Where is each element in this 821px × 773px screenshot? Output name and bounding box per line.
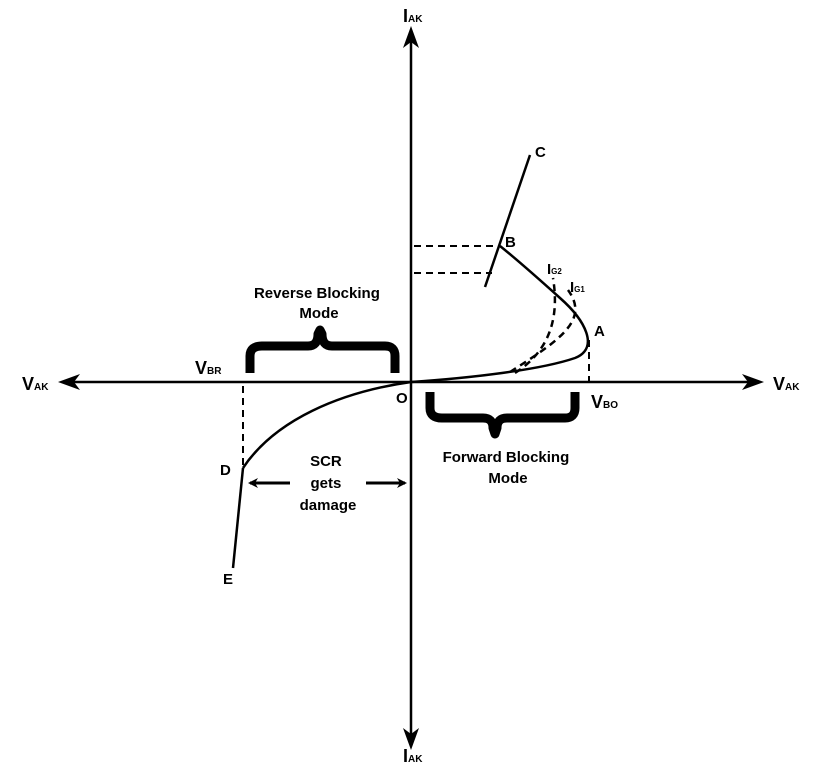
avalanche-line xyxy=(231,467,245,569)
damage-label: SCR gets damage xyxy=(300,453,357,514)
ig2-label: IG2 xyxy=(547,261,562,278)
forward-curve xyxy=(410,245,589,384)
y-axis-bottom-label: IAK xyxy=(403,746,423,766)
point-b-label: B xyxy=(505,234,516,251)
x-axis-right-arrowhead xyxy=(742,374,764,390)
y-axis-bottom-arrowhead xyxy=(403,728,419,750)
x-axis-right-label: VAK xyxy=(773,374,800,394)
reverse-blocking-label: Reverse Blocking Mode xyxy=(254,285,384,322)
forward-blocking-brace xyxy=(425,392,580,439)
point-e-label: E xyxy=(223,571,233,588)
vbo-label: VBO xyxy=(591,392,618,412)
x-axis-left-label: VAK xyxy=(22,374,49,394)
on-state-line xyxy=(483,154,532,288)
reverse-blocking-brace xyxy=(245,325,400,373)
point-d-label: D xyxy=(220,462,231,479)
forward-blocking-label: Forward Blocking Mode xyxy=(443,449,574,487)
x-axis-left-arrowhead xyxy=(58,374,80,390)
gate-current-curve-ig1 xyxy=(509,289,577,374)
gate-current-curve-ig2 xyxy=(514,277,557,375)
y-axis-top-arrowhead xyxy=(403,26,419,48)
reverse-curve xyxy=(241,380,412,469)
origin-label: O xyxy=(396,390,408,407)
point-c-label: C xyxy=(535,144,546,161)
point-a-label: A xyxy=(594,323,605,340)
ig1-label: IG1 xyxy=(570,279,585,296)
vbr-label: VBR xyxy=(195,358,222,378)
y-axis-top-label: IAK xyxy=(403,6,423,26)
